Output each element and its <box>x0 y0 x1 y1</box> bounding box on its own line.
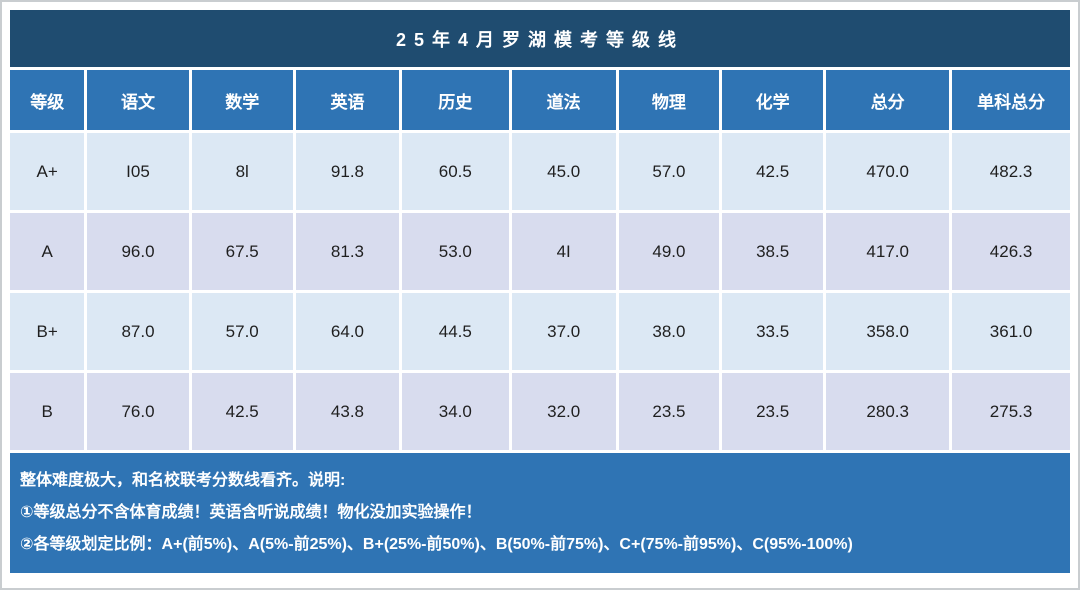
score-cell: 91.8 <box>295 133 400 210</box>
column-header-grade: 等级 <box>10 70 85 130</box>
column-header-chinese: 语文 <box>87 70 189 130</box>
score-cell: 38.0 <box>618 293 720 370</box>
note-score-composition: ①等级总分不含体育成绩！英语含听说成绩！物化没加实验操作！ <box>20 504 482 521</box>
score-cell: 23.5 <box>618 373 720 450</box>
table-row-a: A 96.0 67.5 81.3 53.0 4I 49.0 38.5 417.0… <box>10 213 1070 290</box>
score-cell: 96.0 <box>87 213 189 290</box>
score-cell: 64.0 <box>295 293 400 370</box>
score-cell: 43.8 <box>295 373 400 450</box>
column-header-total: 总分 <box>826 70 950 130</box>
score-cell: 60.5 <box>402 133 509 210</box>
score-cell: I05 <box>87 133 189 210</box>
score-cell: 42.5 <box>722 133 824 210</box>
column-header-chemistry: 化学 <box>722 70 824 130</box>
note-difficulty: 整体难度极大，和名校联考分数线看齐。说明: <box>20 472 346 489</box>
grade-cell: A+ <box>10 133 85 210</box>
column-header-morality-law: 道法 <box>511 70 616 130</box>
page-title: 25年4月罗湖模考等级线 <box>395 29 685 50</box>
score-cell: 37.0 <box>511 293 616 370</box>
score-cell: 45.0 <box>511 133 616 210</box>
score-cell: 57.0 <box>618 133 720 210</box>
note-grade-percentiles: ②各等级划定比例：A+(前5%)、A(5%-前25%)、B+(25%-前50%)… <box>20 536 853 553</box>
score-cell: 76.0 <box>87 373 189 450</box>
column-header-history: 历史 <box>402 70 509 130</box>
grade-cutoff-table: 等级 语文 数学 英语 历史 道法 物理 化学 总分 单科总分 A+ I05 8… <box>7 67 1073 453</box>
score-cell: 32.0 <box>511 373 616 450</box>
header-row: 等级 语文 数学 英语 历史 道法 物理 化学 总分 单科总分 <box>10 70 1070 130</box>
score-cell: 49.0 <box>618 213 720 290</box>
column-header-single-subject-total: 单科总分 <box>952 70 1070 130</box>
score-cell: 67.5 <box>191 213 293 290</box>
grade-cell: A <box>10 213 85 290</box>
score-cell: 38.5 <box>722 213 824 290</box>
score-cell: 280.3 <box>826 373 950 450</box>
score-cell: 8l <box>191 133 293 210</box>
column-header-math: 数学 <box>191 70 293 130</box>
score-cell: 81.3 <box>295 213 400 290</box>
score-cell: 33.5 <box>722 293 824 370</box>
score-cell: 42.5 <box>191 373 293 450</box>
score-cell: 23.5 <box>722 373 824 450</box>
score-cell: 4I <box>511 213 616 290</box>
grade-cell: B <box>10 373 85 450</box>
score-cell: 87.0 <box>87 293 189 370</box>
score-cell: 57.0 <box>191 293 293 370</box>
footer-notes-bar: 整体难度极大，和名校联考分数线看齐。说明: ①等级总分不含体育成绩！英语含听说成… <box>10 453 1070 573</box>
grade-cell: B+ <box>10 293 85 370</box>
score-cell: 426.3 <box>952 213 1070 290</box>
score-cell: 44.5 <box>402 293 509 370</box>
column-header-physics: 物理 <box>618 70 720 130</box>
score-cell: 470.0 <box>826 133 950 210</box>
table-title-bar: 25年4月罗湖模考等级线 <box>10 10 1070 67</box>
column-header-english: 英语 <box>295 70 400 130</box>
score-cell: 358.0 <box>826 293 950 370</box>
score-cell: 53.0 <box>402 213 509 290</box>
score-cell: 482.3 <box>952 133 1070 210</box>
score-cell: 275.3 <box>952 373 1070 450</box>
score-cell: 417.0 <box>826 213 950 290</box>
table-row-b-plus: B+ 87.0 57.0 64.0 44.5 37.0 38.0 33.5 35… <box>10 293 1070 370</box>
score-cell: 361.0 <box>952 293 1070 370</box>
table-row-a-plus: A+ I05 8l 91.8 60.5 45.0 57.0 42.5 470.0… <box>10 133 1070 210</box>
score-cell: 34.0 <box>402 373 509 450</box>
table-row-b: B 76.0 42.5 43.8 34.0 32.0 23.5 23.5 280… <box>10 373 1070 450</box>
